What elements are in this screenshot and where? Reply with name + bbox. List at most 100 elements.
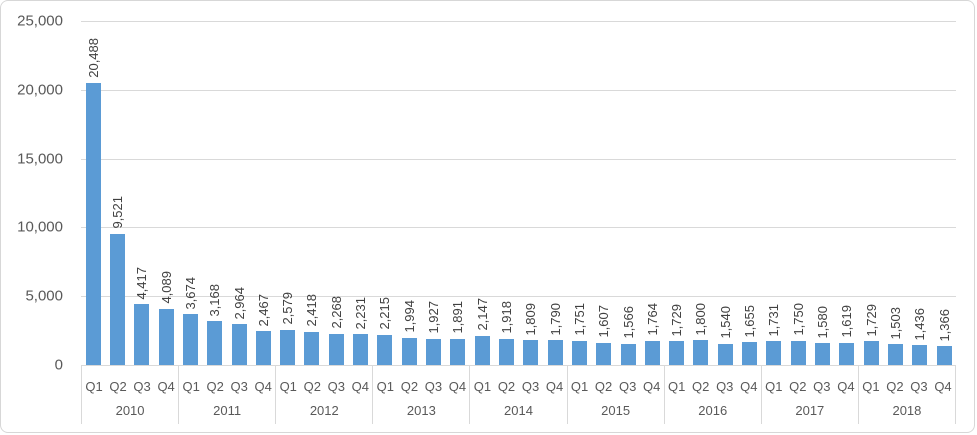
bar	[815, 343, 831, 365]
bar-value-label: 3,674	[182, 276, 198, 310]
quarter-label: Q3	[716, 379, 734, 394]
bar-value-label: 1,891	[450, 301, 466, 334]
bar	[450, 339, 466, 365]
quarter-row: Q1 Q2 Q3 Q4	[179, 366, 275, 397]
year-label: 2011	[213, 403, 242, 418]
bar-value-label: 1,607	[596, 305, 612, 338]
bar-slot: 2,231	[348, 21, 372, 365]
quarter-label: Q3	[521, 379, 540, 394]
bar-slot: 3,674	[178, 21, 202, 365]
bar-value-label: 1,503	[887, 306, 903, 340]
year-label: 2015	[601, 403, 631, 418]
y-axis-tick-label: 10,000	[17, 218, 63, 236]
bar	[353, 334, 369, 365]
bar	[887, 344, 903, 365]
bar-slot: 1,566	[616, 21, 640, 365]
year-label: 2016	[698, 403, 728, 418]
bar-value-label: 1,800	[693, 302, 709, 336]
bar	[134, 304, 150, 365]
bar-slot: 1,750	[786, 21, 810, 365]
quarter-label: Q3	[133, 379, 151, 394]
bar	[304, 331, 320, 365]
bar-value-label: 1,764	[644, 303, 660, 336]
bar-slot: 1,790	[543, 21, 567, 365]
bar-value-label: 1,580	[815, 305, 831, 339]
x-axis-year-group: Q1 Q2 Q3 Q4 2013	[372, 366, 469, 424]
y-axis-tick-label: 0	[54, 356, 63, 374]
quarter-label: Q4	[157, 379, 175, 394]
bar-value-label: 4,417	[134, 266, 150, 300]
bar-slot: 1,918	[494, 21, 518, 365]
bar	[158, 308, 174, 365]
bar	[109, 234, 125, 365]
bar-value-label: 1,731	[766, 303, 782, 337]
gridline	[81, 227, 956, 229]
quarter-label: Q2	[886, 379, 904, 394]
bar-value-label: 1,436	[912, 307, 928, 341]
year-label: 2013	[406, 403, 436, 418]
bar-value-label: 1,918	[498, 301, 514, 334]
x-axis-year-group: Q1 Q2 Q3 Q4 2012	[275, 366, 372, 424]
bar-slot: 1,800	[689, 21, 713, 365]
bar-value-label: 1,366	[936, 308, 952, 342]
bar-slot: 3,168	[203, 21, 227, 365]
bar-slot: 1,927	[421, 21, 445, 365]
bar-slot: 2,215	[373, 21, 397, 365]
quarter-label: Q1	[279, 379, 297, 394]
x-axis-year-group: Q1 Q2 Q3 Q4 2017	[760, 366, 858, 424]
year-row: 2015	[568, 397, 664, 424]
bar-slot: 1,540	[713, 21, 737, 365]
bar-value-label: 4,089	[158, 271, 174, 304]
quarter-label: Q3	[327, 379, 345, 394]
bar-value-label: 2,215	[377, 296, 393, 330]
quarter-row: Q1 Q2 Q3 Q4	[762, 366, 858, 397]
quarter-row: Q1 Q2 Q3 Q4	[82, 366, 178, 397]
bar-slot: 2,418	[300, 21, 324, 365]
quarter-label: Q4	[351, 379, 369, 394]
x-axis-year-group: Q1 Q2 Q3 Q4 2011	[178, 366, 275, 424]
bar	[498, 338, 514, 365]
quarter-row: Q1 Q2 Q3 Q4	[665, 366, 761, 397]
bar-slot: 2,467	[251, 21, 275, 365]
bar-slot: 1,607	[592, 21, 616, 365]
bar-slot: 9,521	[105, 21, 129, 365]
year-label: 2010	[115, 403, 145, 418]
quarter-label: Q4	[740, 379, 758, 394]
gridline	[81, 158, 956, 160]
bar-slot: 1,580	[810, 21, 834, 365]
bar	[839, 342, 855, 365]
bar-value-label: 1,566	[620, 305, 636, 339]
quarter-label: Q4	[254, 379, 272, 394]
quarter-label: Q4	[642, 379, 661, 394]
x-axis-year-group: Q1 Q2 Q3 Q4 2010	[81, 366, 178, 424]
bar-value-label: 1,540	[717, 306, 733, 339]
gridline	[81, 296, 956, 298]
bar-value-label: 3,168	[207, 283, 223, 317]
bar	[547, 340, 563, 365]
y-axis-tick-label: 20,000	[17, 81, 63, 99]
year-row: 2011	[179, 397, 275, 424]
plot-area: 20,488 9,521 4,417 4,089 3,674 3,168 2,964 2,46…	[81, 21, 956, 365]
bar	[766, 341, 782, 365]
x-axis-year-group: Q1 Q2 Q3 Q4 2014	[469, 366, 566, 424]
quarter-label: Q3	[813, 379, 831, 394]
quarter-label: Q3	[910, 379, 928, 394]
bars-row: 20,488 9,521 4,417 4,089 3,674 3,168 2,964 2,46…	[81, 21, 956, 365]
quarter-label: Q2	[594, 379, 613, 394]
quarter-label: Q3	[424, 379, 443, 394]
bar-value-label: 1,750	[790, 303, 806, 336]
quarter-label: Q4	[934, 379, 952, 394]
quarter-row: Q1 Q2 Q3 Q4	[276, 366, 372, 397]
quarter-row: Q1 Q2 Q3 Q4	[859, 366, 955, 397]
y-axis-tick-label: 5,000	[25, 287, 63, 305]
gridline	[81, 21, 956, 22]
bar	[401, 337, 417, 365]
quarter-label: Q1	[862, 379, 880, 394]
year-row: 2014	[470, 397, 566, 424]
y-axis-tick-label: 15,000	[17, 150, 63, 168]
year-row: 2017	[762, 397, 858, 424]
bar	[620, 343, 636, 365]
bar	[693, 340, 709, 365]
quarter-label: Q1	[182, 379, 200, 394]
